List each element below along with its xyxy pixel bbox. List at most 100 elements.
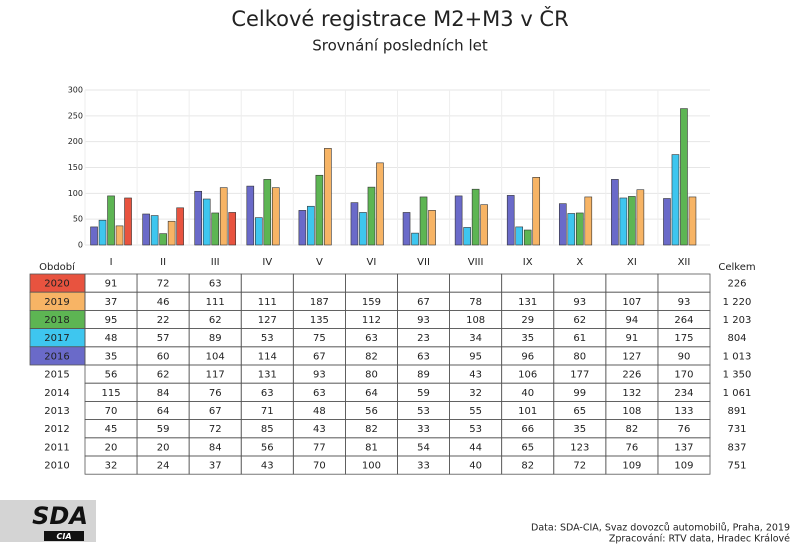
bar xyxy=(463,227,471,246)
cell-value: 114 xyxy=(258,351,277,362)
cell-value: 40 xyxy=(469,461,482,472)
cell-value: 34 xyxy=(469,333,482,344)
cell-value: 101 xyxy=(518,406,537,417)
x-tick-label: VIII xyxy=(468,257,484,268)
cell-value: 75 xyxy=(313,333,326,344)
row-total: 1 220 xyxy=(723,297,752,308)
cell-value: 109 xyxy=(674,461,693,472)
cell-value: 106 xyxy=(518,370,537,381)
bar xyxy=(532,177,541,246)
cell-value: 95 xyxy=(105,315,118,326)
bar xyxy=(558,203,567,246)
cell-value: 84 xyxy=(157,388,170,399)
cell-value: 76 xyxy=(626,442,639,453)
table-cell xyxy=(657,273,711,293)
cell-value: 72 xyxy=(209,424,222,435)
cell-value: 63 xyxy=(365,333,378,344)
cell-value: 96 xyxy=(521,351,534,362)
cell-value: 62 xyxy=(209,315,222,326)
cell-value: 177 xyxy=(570,370,589,381)
row-total: 891 xyxy=(727,406,746,417)
row-total: 1 350 xyxy=(723,370,752,381)
bar xyxy=(567,213,576,246)
bar xyxy=(350,202,359,246)
y-tick-label: 150 xyxy=(68,163,83,172)
cell-value: 133 xyxy=(674,406,693,417)
cell-value: 91 xyxy=(105,279,118,290)
row-total: 226 xyxy=(727,279,746,290)
cell-value: 20 xyxy=(105,442,118,453)
cell-value: 82 xyxy=(626,424,639,435)
period-label: 2011 xyxy=(44,442,69,453)
x-tick-label: V xyxy=(316,257,323,268)
cell-value: 108 xyxy=(622,406,641,417)
bar xyxy=(515,226,524,246)
cell-value: 59 xyxy=(157,424,170,435)
table-cell xyxy=(345,273,398,293)
row-total: 1 203 xyxy=(723,315,752,326)
cell-value: 107 xyxy=(622,297,641,308)
cell-value: 91 xyxy=(626,333,639,344)
x-tick-label: III xyxy=(211,257,220,268)
table-cell xyxy=(397,273,450,293)
bar xyxy=(575,212,584,246)
bar xyxy=(376,162,384,246)
cell-value: 35 xyxy=(573,424,586,435)
cell-value: 109 xyxy=(622,461,641,472)
cell-value: 63 xyxy=(209,279,222,290)
cell-value: 45 xyxy=(105,424,118,435)
bar xyxy=(480,204,488,246)
cell-value: 137 xyxy=(674,442,693,453)
cell-value: 70 xyxy=(313,461,326,472)
period-label: 2012 xyxy=(44,424,69,435)
cell-value: 70 xyxy=(105,406,118,417)
x-tick-label: IX xyxy=(523,257,533,268)
cell-value: 61 xyxy=(573,333,586,344)
cell-value: 95 xyxy=(469,351,482,362)
bar xyxy=(636,189,645,246)
cell-value: 56 xyxy=(261,442,274,453)
bar xyxy=(419,196,428,246)
bar xyxy=(619,197,628,246)
bar xyxy=(194,190,203,246)
bar xyxy=(115,225,124,246)
bar xyxy=(324,148,332,246)
cell-value: 93 xyxy=(417,315,430,326)
bar xyxy=(584,196,593,246)
cell-value: 63 xyxy=(261,388,274,399)
cell-value: 35 xyxy=(105,351,118,362)
bar xyxy=(176,207,184,246)
table-cell xyxy=(657,455,711,475)
cell-value: 264 xyxy=(674,315,693,326)
bar xyxy=(367,186,376,246)
bar xyxy=(202,198,211,246)
bar xyxy=(307,205,315,246)
cell-value: 123 xyxy=(570,442,589,453)
logo-sub-bg xyxy=(44,531,84,541)
cell-value: 111 xyxy=(258,297,277,308)
cell-value: 84 xyxy=(209,442,222,453)
cell-value: 20 xyxy=(157,442,170,453)
cell-value: 72 xyxy=(573,461,586,472)
cell-value: 56 xyxy=(365,406,378,417)
bar xyxy=(90,226,98,246)
cell-value: 57 xyxy=(157,333,170,344)
cell-value: 43 xyxy=(469,370,482,381)
bar xyxy=(228,212,237,246)
cell-value: 77 xyxy=(313,442,326,453)
bar xyxy=(263,179,272,246)
bar xyxy=(663,198,671,246)
x-tick-label: VI xyxy=(367,257,377,268)
processing: Zpracování: RTV data, Hradec Králové xyxy=(609,534,790,545)
x-tick-label: I xyxy=(110,257,113,268)
bar xyxy=(628,196,636,246)
cell-value: 48 xyxy=(313,406,326,417)
cell-value: 78 xyxy=(469,297,482,308)
bar xyxy=(471,188,480,246)
cell-value: 175 xyxy=(674,333,693,344)
cell-value: 63 xyxy=(313,388,326,399)
period-label: 2018 xyxy=(44,315,69,326)
period-header: Období xyxy=(39,261,76,273)
bar xyxy=(688,196,697,246)
x-tick-label: XII xyxy=(678,257,691,268)
